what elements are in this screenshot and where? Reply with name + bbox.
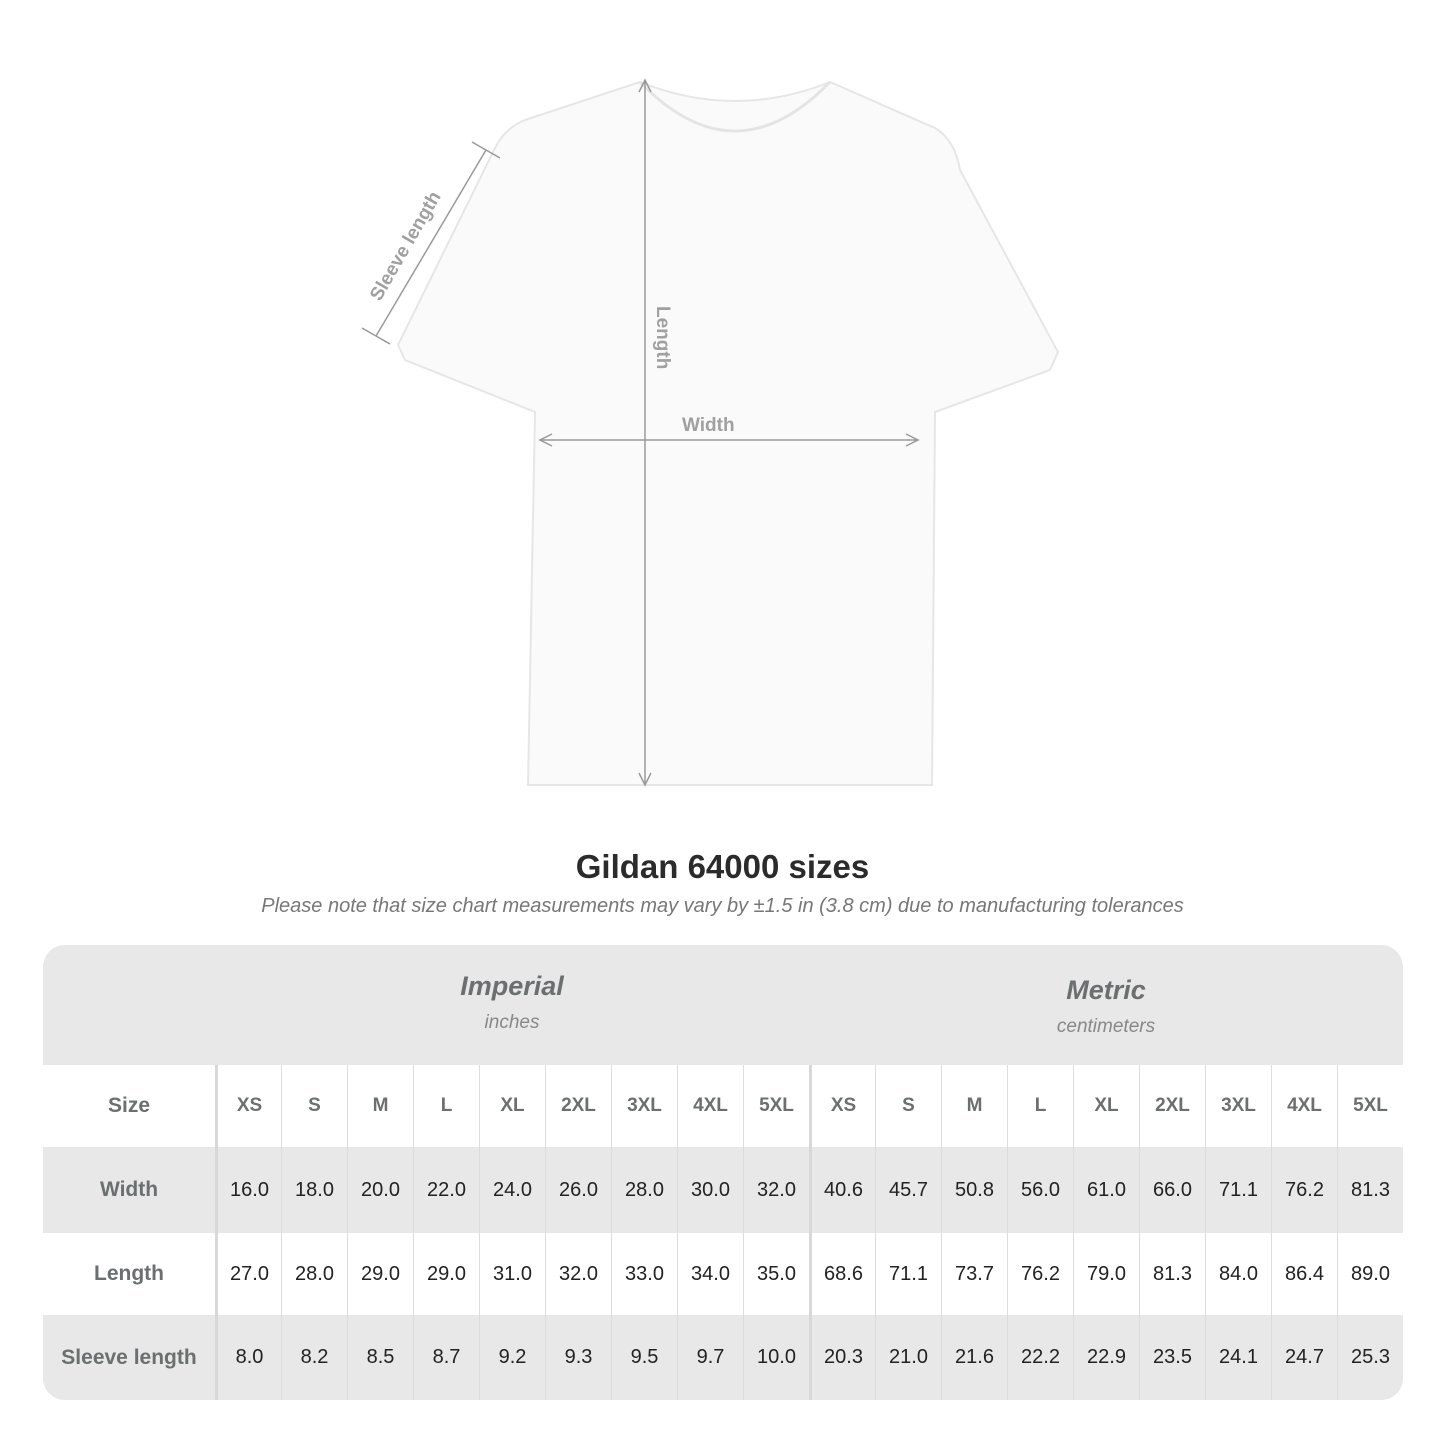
table-cell-metric: 22.2 xyxy=(1007,1315,1073,1400)
table-cell-imperial: 26.0 xyxy=(545,1147,611,1233)
table-row: Sleeve length 8.0 8.2 8.5 8.7 9.2 9.3 9.5 9.7 10.… xyxy=(43,1315,1403,1400)
size-header-metric: 4XL xyxy=(1271,1065,1337,1147)
table-cell-imperial: 32.0 xyxy=(545,1233,611,1315)
table-cell-metric: 40.6 xyxy=(809,1147,875,1233)
size-header-row: Size XS S M L XL 2XL 3XL 4XL 5XL XS S M L XL 2XL 3XL 4XL 5… xyxy=(43,1065,1403,1147)
table-cell-metric: 76.2 xyxy=(1271,1147,1337,1233)
table-cell-metric: 21.6 xyxy=(941,1315,1007,1400)
table-cell-imperial: 16.0 xyxy=(215,1147,281,1233)
metric-label: Metric xyxy=(1066,975,1146,1005)
table-cell-metric: 20.3 xyxy=(809,1315,875,1400)
table-cell-imperial: 8.0 xyxy=(215,1315,281,1400)
table-cell-metric: 81.3 xyxy=(1139,1233,1205,1315)
table-cell-imperial: 27.0 xyxy=(215,1233,281,1315)
table-cell-metric: 56.0 xyxy=(1007,1147,1073,1233)
metric-unit: centimeters xyxy=(1056,1016,1156,1037)
size-header-metric: L xyxy=(1007,1065,1073,1147)
table-cell-metric: 24.1 xyxy=(1205,1315,1271,1400)
table-cell-imperial: 35.0 xyxy=(743,1233,809,1315)
table-cell-imperial: 29.0 xyxy=(413,1233,479,1315)
table-cell-imperial: 32.0 xyxy=(743,1147,809,1233)
table-cell-metric: 45.7 xyxy=(875,1147,941,1233)
tshirt-diagram: Sleeve length Length Width xyxy=(361,78,1060,787)
table-cell-metric: 84.0 xyxy=(1205,1233,1271,1315)
size-header-metric: XS xyxy=(809,1065,875,1147)
size-header-imperial: 5XL xyxy=(743,1065,809,1147)
table-cell-imperial: 29.0 xyxy=(347,1233,413,1315)
table-cell-metric: 23.5 xyxy=(1139,1315,1205,1400)
size-header-metric: XL xyxy=(1073,1065,1139,1147)
size-header-imperial: M xyxy=(347,1065,413,1147)
table-cell-imperial: 22.0 xyxy=(413,1147,479,1233)
table-cell-metric: 24.7 xyxy=(1271,1315,1337,1400)
table-cell-metric: 76.2 xyxy=(1007,1233,1073,1315)
size-header-imperial: XS xyxy=(215,1065,281,1147)
size-header-metric: 2XL xyxy=(1139,1065,1205,1147)
tshirt-shape xyxy=(396,80,1060,786)
row-label: Sleeve length xyxy=(61,1345,197,1369)
table-cell-imperial: 9.2 xyxy=(479,1315,545,1400)
size-header-imperial: XL xyxy=(479,1065,545,1147)
table-cell-metric: 86.4 xyxy=(1271,1233,1337,1315)
tolerance-note: Please note that size chart measurements… xyxy=(261,895,1184,917)
imperial-label: Imperial xyxy=(460,971,564,1001)
table-cell-metric: 22.9 xyxy=(1073,1315,1139,1400)
table-cell-metric: 25.3 xyxy=(1337,1315,1403,1400)
table-cell-imperial: 28.0 xyxy=(281,1233,347,1315)
length-label: Length xyxy=(652,306,673,369)
table-cell-imperial: 10.0 xyxy=(743,1315,809,1400)
table-cell-metric: 66.0 xyxy=(1139,1147,1205,1233)
table-cell-metric: 50.8 xyxy=(941,1147,1007,1233)
table-cell-imperial: 9.7 xyxy=(677,1315,743,1400)
metric-header: Metric centimeters xyxy=(809,945,1403,1065)
table-cell-imperial: 34.0 xyxy=(677,1233,743,1315)
imperial-header: Imperial inches xyxy=(215,945,809,1065)
table-cell-metric: 71.1 xyxy=(1205,1147,1271,1233)
table-cell-metric: 61.0 xyxy=(1073,1147,1139,1233)
size-header-imperial: 4XL xyxy=(677,1065,743,1147)
table-cell-metric: 71.1 xyxy=(875,1233,941,1315)
size-header-metric: M xyxy=(941,1065,1007,1147)
row-label: Length xyxy=(94,1262,164,1285)
collar xyxy=(638,80,832,133)
table-cell-imperial: 8.5 xyxy=(347,1315,413,1400)
imperial-unit: inches xyxy=(484,1012,540,1033)
size-header-metric: 3XL xyxy=(1205,1065,1271,1147)
table-row: Length 27.0 28.0 29.0 29.0 31.0 32.0 33.0 34.0 35… xyxy=(43,1233,1403,1315)
table-cell-imperial: 8.2 xyxy=(281,1315,347,1400)
table-cell-imperial: 33.0 xyxy=(611,1233,677,1315)
width-label: Width xyxy=(682,415,735,436)
row-label: Width xyxy=(99,1178,159,1201)
table-cell-imperial: 8.7 xyxy=(413,1315,479,1400)
table-cell-imperial: 20.0 xyxy=(347,1147,413,1233)
table-cell-metric: 21.0 xyxy=(875,1315,941,1400)
size-header-metric: S xyxy=(875,1065,941,1147)
size-header-imperial: 2XL xyxy=(545,1065,611,1147)
sleeve-arrow xyxy=(375,149,487,337)
table-cell-imperial: 31.0 xyxy=(479,1233,545,1315)
row-label: Size xyxy=(107,1094,151,1117)
table-row: Width 16.0 18.0 20.0 22.0 24.0 26.0 28.0 30.0 32.… xyxy=(43,1147,1403,1233)
table-cell-imperial: 24.0 xyxy=(479,1147,545,1233)
table-cell-imperial: 28.0 xyxy=(611,1147,677,1233)
table-cell-imperial: 30.0 xyxy=(677,1147,743,1233)
table-cell-metric: 89.0 xyxy=(1337,1233,1403,1315)
size-header-imperial: S xyxy=(281,1065,347,1147)
table-cell-imperial: 18.0 xyxy=(281,1147,347,1233)
table-cell-metric: 73.7 xyxy=(941,1233,1007,1315)
table-cell-imperial: 9.3 xyxy=(545,1315,611,1400)
size-header-metric: 5XL xyxy=(1337,1065,1403,1147)
table-cell-metric: 68.6 xyxy=(809,1233,875,1315)
size-header-imperial: 3XL xyxy=(611,1065,677,1147)
page-title: Gildan 64000 sizes xyxy=(575,848,870,885)
table-cell-metric: 81.3 xyxy=(1337,1147,1403,1233)
size-header-imperial: L xyxy=(413,1065,479,1147)
table-cell-imperial: 9.5 xyxy=(611,1315,677,1400)
table-cell-metric: 79.0 xyxy=(1073,1233,1139,1315)
size-table: Imperial inches Metric centimeters Size X… xyxy=(43,945,1403,1400)
